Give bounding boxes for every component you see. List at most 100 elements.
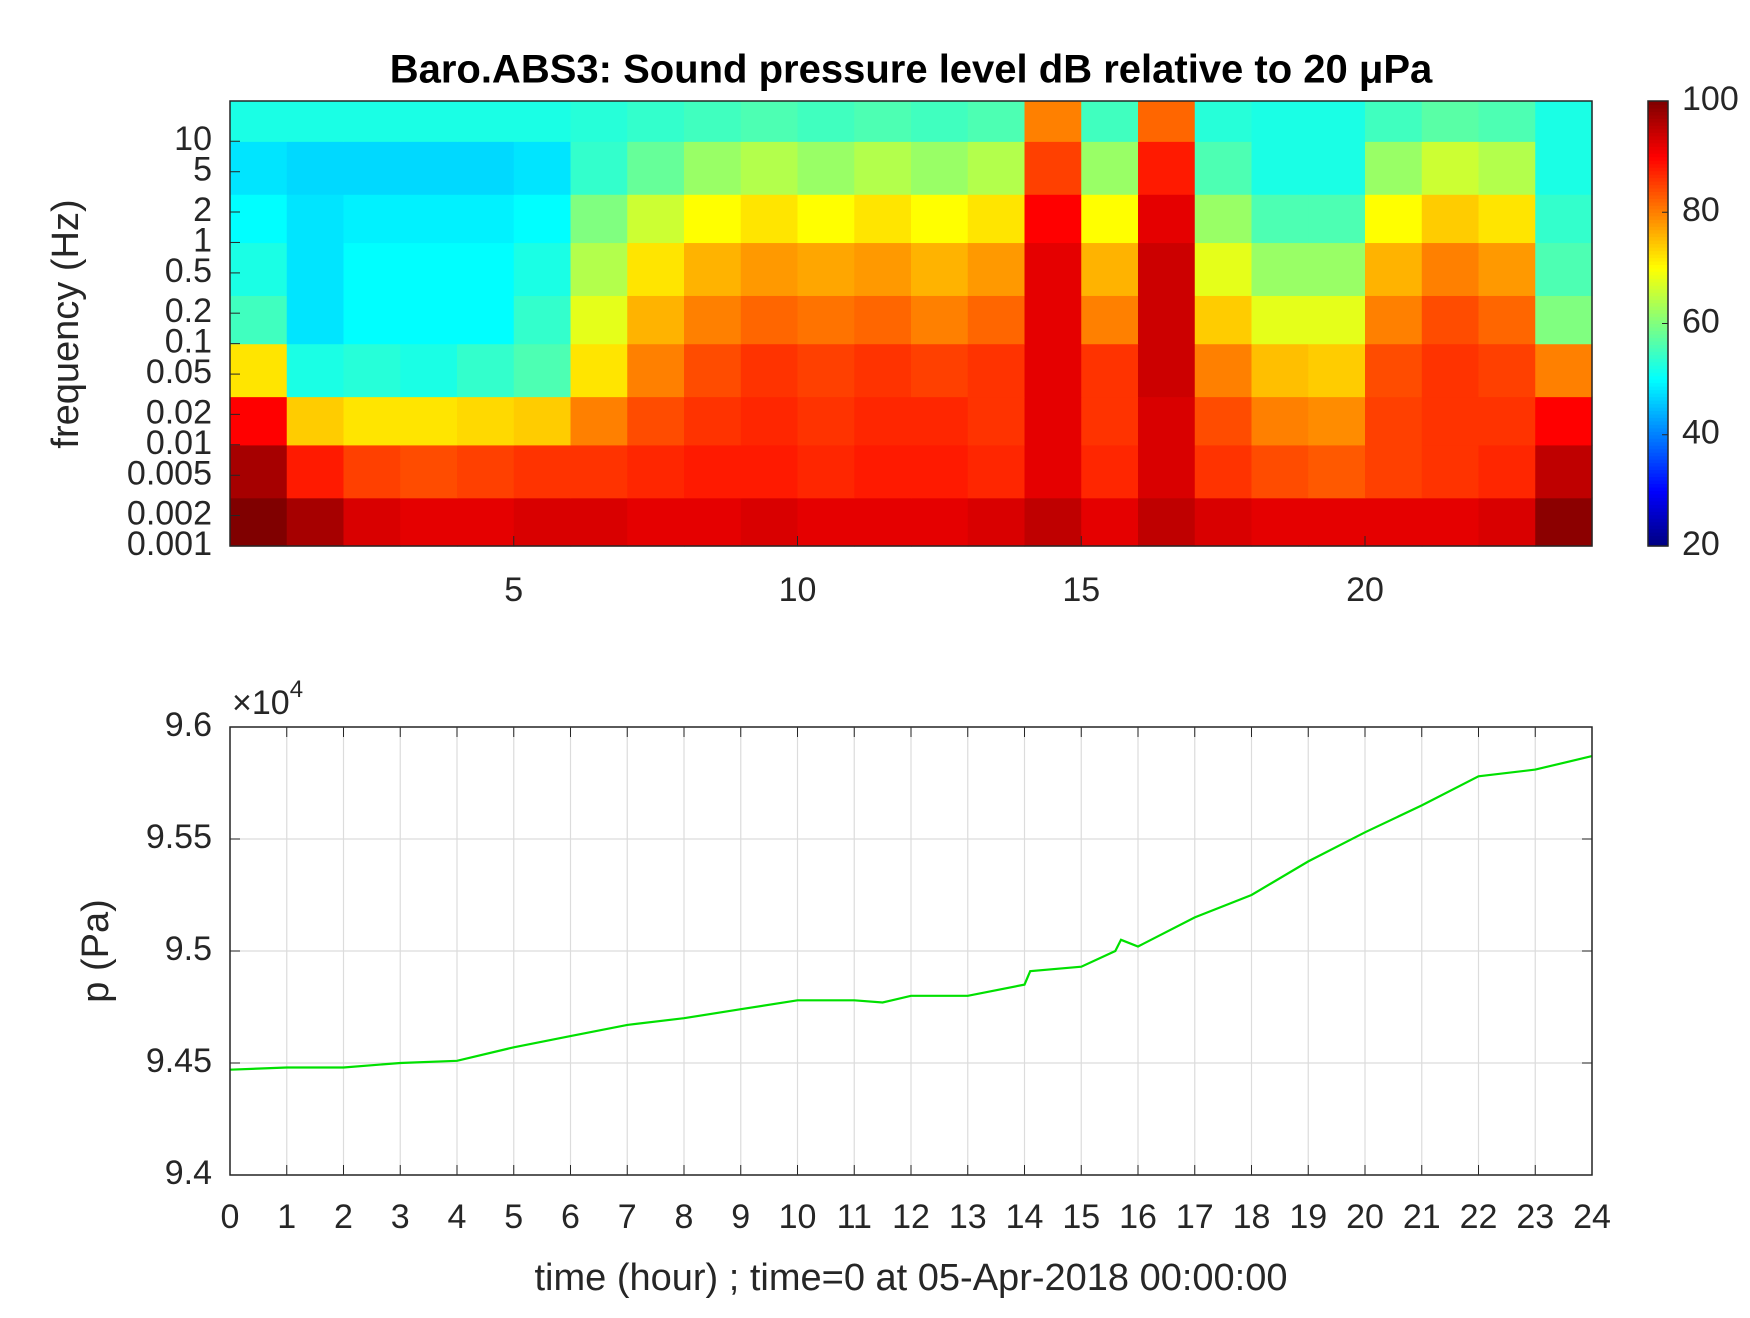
heatmap-cell bbox=[1365, 343, 1423, 398]
colorbar-step bbox=[1648, 427, 1668, 432]
heatmap-cell bbox=[854, 497, 912, 547]
y-tick-label: 1 bbox=[193, 221, 212, 259]
heatmap-cell bbox=[1308, 444, 1366, 499]
colorbar-step bbox=[1648, 521, 1668, 526]
colorbar-step bbox=[1648, 354, 1668, 359]
colorbar-step bbox=[1648, 535, 1668, 540]
heatmap-cell bbox=[1535, 343, 1593, 398]
heatmap-cell bbox=[286, 141, 345, 195]
heatmap-cell bbox=[1138, 396, 1196, 446]
heatmap-cell bbox=[1421, 242, 1480, 296]
colorbar-step bbox=[1648, 382, 1668, 387]
heatmap-cell bbox=[627, 242, 685, 296]
colorbar-step bbox=[1648, 462, 1668, 467]
y-tick-label: 9.45 bbox=[146, 1042, 212, 1080]
heatmap-cell bbox=[1478, 242, 1536, 296]
heatmap-cell bbox=[911, 141, 969, 195]
heatmap-cell bbox=[911, 295, 969, 345]
heatmap-cell bbox=[570, 396, 628, 446]
heatmap-cell bbox=[513, 242, 572, 296]
colorbar-step bbox=[1648, 379, 1668, 384]
heatmap-cell bbox=[627, 444, 685, 499]
heatmap-cell bbox=[1138, 497, 1196, 547]
heatmap-cell bbox=[1081, 295, 1139, 345]
heatmap-cell bbox=[1308, 141, 1366, 195]
colorbar-step bbox=[1648, 532, 1668, 537]
x-tick-label: 15 bbox=[1062, 571, 1100, 609]
colorbar-step bbox=[1648, 539, 1668, 544]
heatmap-cell bbox=[1251, 497, 1309, 547]
colorbar-tick-label: 60 bbox=[1682, 302, 1720, 340]
heatmap-cell bbox=[1251, 295, 1309, 345]
colorbar-step bbox=[1648, 386, 1668, 391]
x-tick-label: 19 bbox=[1289, 1198, 1327, 1236]
colorbar-step bbox=[1648, 208, 1668, 213]
heatmap-cell bbox=[854, 194, 912, 244]
colorbar-step bbox=[1648, 215, 1668, 220]
x-tick-label: 23 bbox=[1516, 1198, 1554, 1236]
colorbar-step bbox=[1648, 139, 1668, 144]
heatmap-cell bbox=[854, 396, 912, 446]
x-tick-label: 9 bbox=[731, 1198, 750, 1236]
y-tick-label: 9.4 bbox=[165, 1154, 212, 1192]
colorbar-step bbox=[1648, 191, 1668, 196]
heatmap-cell bbox=[400, 295, 458, 345]
x-tick-label: 8 bbox=[675, 1198, 694, 1236]
heatmap-cell bbox=[967, 444, 1026, 499]
heatmap-cell bbox=[797, 141, 855, 195]
colorbar-step bbox=[1648, 149, 1668, 154]
heatmap-cell bbox=[286, 242, 345, 296]
colorbar-step bbox=[1648, 309, 1668, 314]
colorbar-step bbox=[1648, 271, 1668, 276]
colorbar-step bbox=[1648, 180, 1668, 186]
heatmap-cell bbox=[1365, 242, 1423, 296]
colorbar-step bbox=[1648, 320, 1668, 325]
colorbar-step bbox=[1648, 121, 1668, 126]
colorbar-step bbox=[1648, 500, 1668, 505]
heatmap-cell bbox=[1194, 295, 1253, 345]
heatmap-cell bbox=[740, 242, 799, 296]
x-tick-label: 14 bbox=[1006, 1198, 1044, 1236]
heatmap-cell bbox=[230, 444, 288, 499]
colorbar-step bbox=[1648, 438, 1668, 443]
heatmap-cell bbox=[967, 396, 1026, 446]
colorbar-step bbox=[1648, 118, 1668, 123]
heatmap-cell bbox=[1138, 444, 1196, 499]
heatmap-cell bbox=[1535, 141, 1593, 195]
heatmap-cell bbox=[1535, 444, 1593, 499]
colorbar-step bbox=[1648, 493, 1668, 498]
heatmap-cell bbox=[911, 497, 969, 547]
heatmap-cell bbox=[230, 396, 288, 446]
heatmap-cell bbox=[1421, 396, 1480, 446]
axes-box bbox=[229, 100, 1593, 547]
heatmap-cell bbox=[513, 343, 572, 398]
x-tick-label: 0 bbox=[221, 1198, 240, 1236]
heatmap-cell bbox=[1365, 141, 1423, 195]
heatmap-cell bbox=[740, 396, 799, 446]
colorbar-step bbox=[1648, 472, 1668, 478]
heatmap-cell bbox=[1138, 194, 1196, 244]
colorbar-step bbox=[1648, 431, 1668, 436]
colorbar-step bbox=[1648, 184, 1668, 189]
heatmap-cell bbox=[1535, 396, 1593, 446]
heatmap-cell bbox=[230, 141, 288, 195]
heatmap-cell bbox=[1308, 242, 1366, 296]
heatmap-cell bbox=[570, 497, 628, 547]
chart-title: Baro.ABS3: Sound pressure level dB relat… bbox=[390, 48, 1433, 92]
heatmap-cell bbox=[627, 295, 685, 345]
heatmap-cell bbox=[854, 343, 912, 398]
heatmap-cell bbox=[1194, 101, 1253, 142]
colorbar-step bbox=[1648, 344, 1668, 349]
colorbar-step bbox=[1648, 410, 1668, 415]
colorbar-step bbox=[1648, 469, 1668, 474]
heatmap-cell bbox=[854, 141, 912, 195]
heatmap-cell bbox=[1081, 497, 1139, 547]
heatmap-cell bbox=[1478, 101, 1536, 142]
x-tick-label: 3 bbox=[391, 1198, 410, 1236]
heatmap-cell bbox=[343, 497, 401, 547]
colorbar-step bbox=[1648, 372, 1668, 377]
heatmap-cell bbox=[1194, 343, 1253, 398]
heatmap-cell bbox=[627, 343, 685, 398]
colorbar-step bbox=[1648, 326, 1668, 332]
